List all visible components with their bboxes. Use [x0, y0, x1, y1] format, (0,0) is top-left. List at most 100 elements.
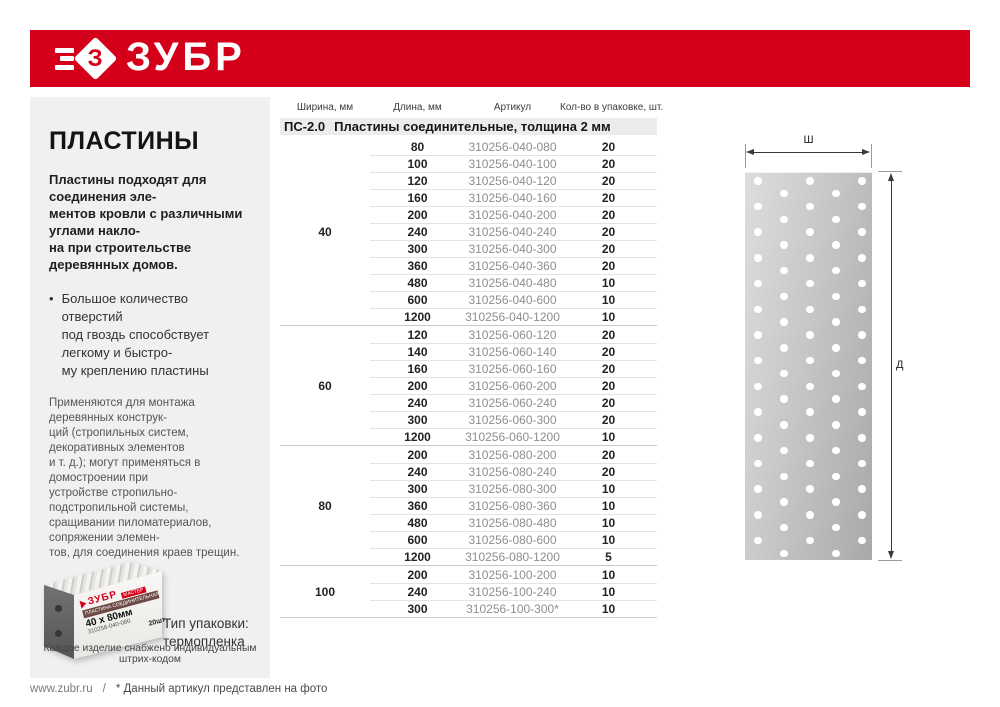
article-value: 310256-100-300* — [466, 602, 559, 616]
article-value: 310256-060-140 — [468, 345, 557, 359]
article-value: 310256-060-1200 — [465, 430, 560, 444]
bullet-marker: • — [49, 291, 54, 306]
logo-speedline — [55, 64, 74, 70]
qty-value: 20 — [601, 379, 616, 393]
qty-value: 20 — [601, 191, 616, 205]
qty-value: 20 — [601, 327, 616, 342]
plate-hole — [754, 485, 762, 493]
article-value: 310256-040-1200 — [465, 310, 560, 324]
table-header-row: Ширина, мм Длина, мм Артикул Кол-во в уп… — [280, 97, 663, 118]
table-row: 240 310256-100-240 10 — [280, 583, 657, 600]
width-dimension-label: Ш — [803, 134, 814, 146]
plate-hole — [858, 382, 866, 391]
plate-hole — [806, 434, 814, 442]
plate-illustration — [745, 172, 872, 560]
qty-value: 10 — [601, 276, 616, 290]
article-value: 310256-080-240 — [468, 465, 557, 479]
length-value: 480 — [407, 276, 428, 290]
plate-hole — [858, 459, 866, 468]
plate-hole — [754, 177, 762, 185]
section-code: ПС-2.0 — [284, 119, 326, 134]
qty-value: 20 — [601, 174, 616, 188]
plate-hole — [806, 279, 814, 288]
length-value: 240 — [407, 396, 428, 410]
length-value: 120 — [407, 174, 428, 188]
length-value: 120 — [407, 327, 428, 342]
qty-value: 5 — [605, 550, 612, 564]
footer-note: * Данный артикул представлен на фото — [115, 683, 328, 695]
package-left-face — [44, 585, 74, 659]
length-value: 200 — [407, 208, 428, 222]
plate-hole — [806, 459, 814, 468]
table-row: 100 310256-040-100 20 — [280, 155, 657, 172]
qty-value: 10 — [601, 310, 616, 324]
article-value: 310256-040-160 — [468, 191, 557, 205]
table-row: 160 310256-060-160 20 — [280, 360, 657, 377]
plate-hole — [806, 254, 814, 262]
brand-wordmark: ЗУБР — [126, 34, 246, 79]
plate-hole — [806, 485, 814, 493]
plate-hole — [832, 266, 840, 275]
zubr-logo: З ЗУБР — [54, 30, 246, 87]
plate-hole — [780, 472, 788, 481]
length-value: 300 — [407, 482, 428, 496]
table-body: 40 80 310256-040-080 20 100 310256-040-100 20 1… — [280, 138, 657, 618]
width-group: 40 80 310256-040-080 20 100 310256-040-100 20 1… — [280, 138, 657, 326]
length-value: 240 — [407, 465, 428, 479]
plate-hole — [754, 536, 762, 545]
plate-hole — [780, 266, 788, 275]
plate-hole — [806, 382, 814, 391]
plate-hole — [754, 434, 762, 442]
length-value: 1200 — [404, 550, 431, 564]
article-value: 310256-100-240 — [468, 585, 557, 599]
length-value: 300 — [407, 413, 428, 427]
article-value: 310256-080-200 — [468, 447, 557, 462]
arrowhead-down-icon — [888, 551, 894, 559]
article-value: 310256-040-120 — [468, 174, 557, 188]
table-row: 1200 310256-060-1200 10 — [280, 428, 657, 445]
width-value: 80 — [318, 498, 332, 513]
article-value: 310256-060-240 — [468, 396, 557, 410]
length-value: 300 — [407, 242, 428, 256]
table-row: 160 310256-040-160 20 — [280, 189, 657, 206]
plate-hole — [858, 536, 866, 545]
plate-hole — [832, 344, 840, 352]
zubr-logo-icon: З — [54, 36, 118, 82]
column-header-length: Длина, мм — [393, 102, 442, 113]
dimension-tick — [878, 560, 902, 561]
length-value: 240 — [407, 585, 428, 599]
qty-value: 20 — [601, 242, 616, 256]
width-group: 60 120 310256-060-120 20 140 310256-060-140 20… — [280, 326, 657, 446]
page-title: ПЛАСТИНЫ — [49, 127, 200, 155]
feature-bullet: • Большое количество отверстий под гвозд… — [49, 290, 251, 380]
table-row: 80 310256-040-080 20 — [280, 138, 657, 155]
plate-hole — [754, 202, 762, 211]
qty-value: 10 — [601, 602, 616, 616]
qty-value: 10 — [601, 585, 616, 599]
qty-value: 20 — [601, 345, 616, 359]
article-value: 310256-080-360 — [468, 499, 557, 513]
length-value: 360 — [407, 499, 428, 513]
table-row: 360 310256-080-360 10 — [280, 497, 657, 514]
length-value: 80 — [410, 139, 425, 154]
plate-hole — [858, 356, 866, 365]
length-value: 160 — [407, 362, 428, 376]
plate-hole — [832, 189, 840, 198]
plate-hole — [806, 177, 814, 185]
plate-hole — [754, 408, 762, 416]
plate-hole — [832, 523, 840, 532]
table-row: 200 310256-060-200 20 — [280, 377, 657, 394]
article-value: 310256-080-480 — [468, 516, 557, 530]
plate-hole — [754, 511, 762, 519]
product-info-panel: ПЛАСТИНЫ Пластины подходят для соединени… — [30, 97, 270, 678]
table-row: 200 310256-100-200 10 — [280, 566, 657, 583]
plate-hole — [858, 305, 866, 313]
article-value: 310256-040-100 — [468, 157, 557, 171]
plate-hole — [832, 498, 840, 506]
arrowhead-right-icon — [862, 149, 870, 155]
table-row: 480 310256-080-480 10 — [280, 514, 657, 531]
length-value: 100 — [407, 157, 428, 171]
plate-hole — [806, 536, 814, 545]
package-photo: ЗУБР МАСТЕР ПЛАСТИНА СОЕДИНИТЕЛЬНАЯ 40 х… — [44, 562, 166, 659]
plate-hole — [780, 344, 788, 352]
